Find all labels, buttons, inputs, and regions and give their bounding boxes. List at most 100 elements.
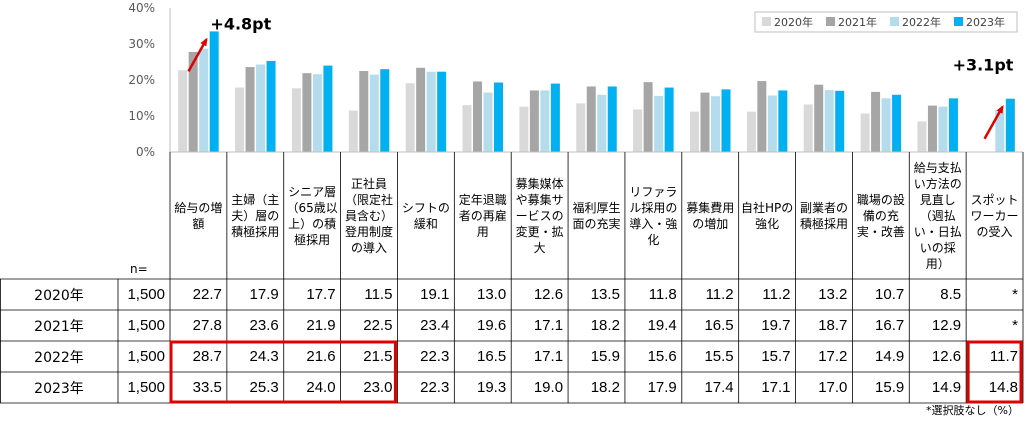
bar: [757, 81, 767, 152]
bar: [633, 109, 643, 152]
row-n-value: 1,500: [127, 348, 165, 365]
table-cell: 18.2: [590, 379, 620, 396]
y-tick-label: 20%: [128, 73, 155, 87]
table-cell: 17.1: [533, 348, 564, 365]
category-label: シニア層（65歳以上）の積極採用: [286, 184, 338, 247]
category-label: 副業者の積極採用: [799, 200, 848, 231]
bar: [291, 88, 301, 152]
table-cell: 14.9: [875, 348, 905, 365]
bar: [835, 90, 845, 152]
table-cell: 19.3: [476, 379, 507, 396]
bar: [462, 105, 472, 152]
bar: [767, 95, 777, 152]
table-cell: 15.6: [647, 348, 677, 365]
bar: [209, 31, 219, 152]
table-cell: 23.6: [249, 317, 279, 334]
table-cell: 15.7: [761, 348, 791, 365]
table-cell: 22.7: [192, 286, 222, 303]
table-cell: 15.9: [590, 348, 620, 365]
bar: [199, 48, 209, 152]
annotation-arrowhead: [996, 104, 1004, 114]
bar: [576, 103, 586, 152]
bar: [188, 51, 198, 152]
bar: [369, 74, 379, 152]
bar: [689, 111, 699, 152]
bar: [426, 71, 436, 152]
bar: [607, 86, 617, 152]
legend-label: 2022年: [902, 15, 941, 29]
table-cell: 17.1: [761, 379, 791, 396]
table-cell: 19.4: [647, 317, 677, 334]
bar: [312, 74, 322, 152]
table-cell: 17.4: [704, 379, 734, 396]
table-cell: 11.8: [648, 286, 677, 303]
table-cell: 27.8: [192, 317, 222, 334]
bar: [416, 67, 426, 152]
table-cell: 22.5: [363, 317, 393, 334]
bar: [710, 96, 720, 152]
bar: [778, 90, 788, 152]
bar: [266, 60, 276, 152]
table-cell: 13.2: [818, 286, 848, 303]
table-cell: 11.2: [705, 286, 734, 303]
bar: [302, 73, 312, 152]
category-label: 定年退職者の再雇用: [458, 192, 507, 239]
bar: [892, 94, 902, 152]
bar: [348, 110, 358, 152]
row-year-label: 2020年: [34, 287, 84, 304]
table-cell: 13.5: [590, 286, 620, 303]
table-cell: 17.9: [647, 379, 677, 396]
bar: [405, 83, 415, 152]
table-cell: 21.6: [306, 348, 336, 365]
table-cell: 10.7: [875, 286, 905, 303]
footnote: *選択肢なし（%）: [926, 404, 1019, 417]
bar: [1005, 98, 1015, 152]
bar: [586, 86, 596, 152]
row-n-value: 1,500: [127, 286, 165, 303]
table-cell: 18.7: [818, 317, 848, 334]
table-cell: 15.9: [875, 379, 905, 396]
legend-swatch: [954, 17, 963, 26]
table-cell: 14.9: [931, 379, 962, 396]
category-label: 主婦（主夫）層の積極採用: [231, 192, 280, 239]
row-n-value: 1,500: [127, 379, 165, 396]
row-year-label: 2021年: [34, 318, 84, 335]
bar: [473, 81, 483, 152]
bar: [881, 98, 891, 152]
bar: [721, 89, 731, 152]
bar: [948, 98, 958, 152]
row-n-value: 1,500: [127, 317, 165, 334]
bar: [550, 83, 560, 152]
table-cell: 17.0: [818, 379, 848, 396]
category-label: 募集媒体や募集サービスの変更・拡大: [515, 176, 564, 255]
category-label: 自社HPの強化: [740, 200, 794, 231]
table-cell: 25.3: [249, 379, 279, 396]
table-cell: 12.9: [931, 317, 962, 334]
legend-box: [754, 11, 1018, 33]
category-label: 給与支払い方法の見直し（週払い・日払いの採用）: [913, 160, 962, 271]
bar: [178, 70, 188, 152]
table-cell: 24.3: [249, 348, 279, 365]
bar: [380, 69, 390, 152]
y-tick-label: 40%: [128, 1, 155, 15]
legend-swatch: [762, 17, 771, 26]
category-label: 福利厚生面の充実: [572, 200, 621, 231]
bar: [540, 90, 550, 152]
legend-swatch: [890, 17, 899, 26]
bar: [824, 90, 834, 152]
bar: [927, 105, 937, 152]
legend-label: 2021年: [838, 15, 877, 29]
table-cell: 12.6: [533, 286, 564, 303]
category-label: 正社員（限定社員含む）登用制度の導入: [345, 176, 394, 255]
y-tick-label: 30%: [128, 37, 155, 51]
table-cell: 19.7: [761, 317, 791, 334]
table-cell: 19.0: [533, 379, 564, 396]
row-year-label: 2022年: [34, 349, 84, 366]
bar: [860, 113, 870, 152]
category-label: スポットワーカーの受入: [970, 192, 1019, 239]
bar: [700, 92, 710, 152]
bar: [643, 82, 653, 152]
table-cell: 23.4: [420, 317, 450, 334]
table-cell: 19.1: [420, 286, 450, 303]
